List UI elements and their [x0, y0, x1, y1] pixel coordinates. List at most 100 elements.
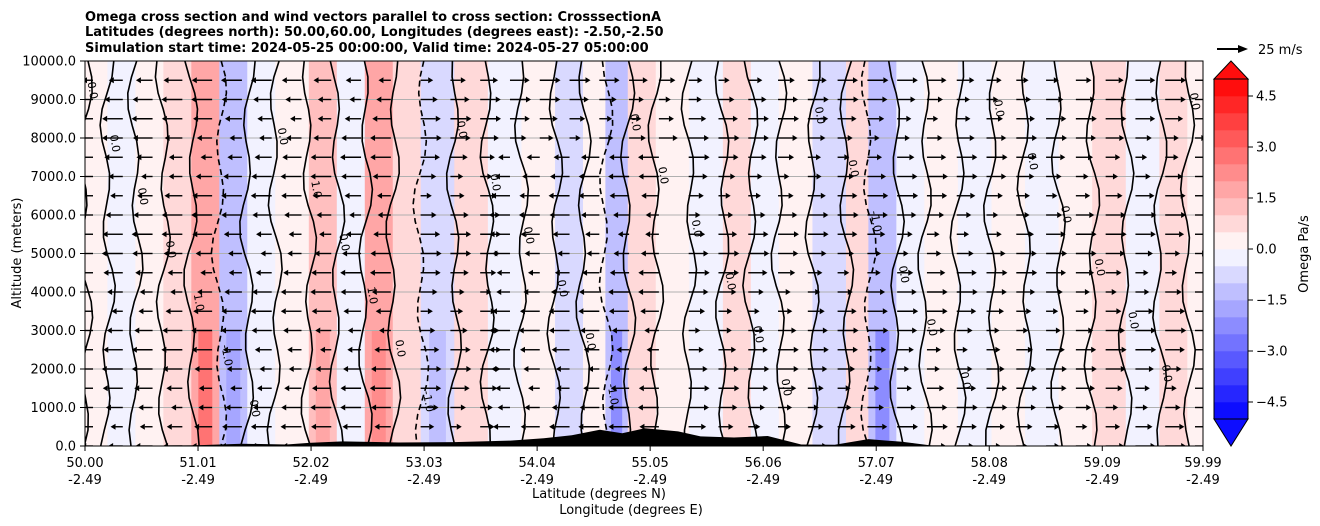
contour-label: 0.0: [627, 113, 643, 132]
wind-vector-head: [134, 327, 140, 334]
wind-vector-head: [193, 308, 199, 315]
contour-label: 0.0: [555, 279, 571, 298]
wind-vector-head: [374, 346, 380, 353]
wind-vector-head: [1111, 289, 1117, 295]
x-tick-label-longitude: -2.49: [859, 473, 893, 488]
wind-vector-head: [496, 269, 502, 276]
wind-vector-head: [1150, 115, 1156, 122]
wind-vector-head: [376, 96, 382, 103]
wind-vector-head: [259, 366, 265, 372]
title-line-2: Latitudes (degrees north): 50.00,60.00, …: [85, 25, 664, 40]
wind-vector-head: [881, 346, 887, 353]
wind-vector-head: [609, 269, 615, 276]
wind-vector-head: [436, 385, 442, 392]
wind-vector-head: [378, 77, 384, 84]
wind-vector-head: [1086, 77, 1092, 84]
wind-vector-head: [1091, 250, 1097, 257]
wind-vector-head: [1029, 115, 1035, 122]
colorbar-segment: [1214, 147, 1248, 165]
contour-label: 0.0: [778, 378, 794, 397]
wind-vector-head: [883, 192, 889, 199]
wind-vector-head: [962, 346, 968, 353]
wind-vector-head: [1151, 96, 1157, 103]
colorbar-extend-min: [1213, 418, 1249, 447]
contour-label: -1.0: [605, 383, 622, 406]
wind-vector-head: [882, 423, 888, 430]
wind-vector-head: [1149, 192, 1155, 199]
colorbar-segment: [1214, 266, 1248, 284]
wind-vector-head: [347, 327, 353, 334]
wind-vector-head: [582, 269, 588, 276]
wind-vector-head: [1023, 327, 1029, 334]
wind-vector-head: [139, 423, 145, 430]
wind-vector-head: [1089, 269, 1095, 276]
wind-vector-head: [971, 385, 977, 392]
wind-vector-head: [613, 250, 619, 257]
wind-vector-head: [191, 77, 197, 84]
wind-vector-head: [223, 173, 229, 180]
wind-vector-head: [996, 77, 1002, 84]
x-tick-label-latitude: 52.02: [292, 456, 329, 471]
y-tick-label: 10000.0: [22, 55, 76, 70]
wind-vector-head: [578, 423, 584, 430]
wind-vector-head: [1032, 269, 1038, 276]
wind-vector-head: [972, 404, 978, 411]
wind-vector-head: [1142, 154, 1148, 161]
wind-vector-head: [698, 346, 704, 353]
wind-vector-head: [431, 212, 437, 218]
wind-vector-head: [965, 115, 971, 122]
wind-vector-head: [463, 269, 469, 276]
colorbar-tick-label: 0.0: [1256, 243, 1277, 258]
wind-vector-head: [822, 327, 828, 334]
wind-vector-head: [1031, 250, 1037, 257]
wind-vector-head: [1121, 115, 1127, 122]
wind-vector-head: [283, 327, 289, 334]
wind-vector-head: [733, 154, 739, 161]
colorbar-tick-label: −1.5: [1256, 294, 1288, 309]
wind-vector-head: [489, 231, 495, 238]
wind-vector-head: [1209, 289, 1214, 295]
wind-vector-head: [288, 366, 294, 372]
wind-vector-head: [763, 115, 769, 122]
contour-label: 0.0: [487, 173, 503, 192]
wind-vector-head: [910, 404, 916, 411]
wind-vector-head: [972, 154, 978, 161]
wind-vector-head: [641, 366, 647, 372]
wind-vector-head: [818, 385, 824, 392]
wind-vector-head: [608, 289, 614, 295]
contour-line: [770, 61, 788, 446]
wind-vector-head: [311, 269, 317, 276]
wind-vector-head: [435, 231, 441, 238]
wind-vector-head: [459, 289, 465, 295]
wind-vector-head: [609, 192, 615, 199]
x-tick-label-longitude: -2.49: [181, 473, 215, 488]
wind-vector-head: [106, 327, 112, 334]
wind-vector-head: [1091, 346, 1097, 353]
wind-vector-head: [1150, 77, 1156, 84]
wind-vector-head: [999, 308, 1005, 315]
wind-vector-head: [319, 231, 325, 238]
wind-vector-head: [1203, 366, 1208, 372]
contour-label: 0.0: [689, 219, 705, 238]
wind-vector-head: [524, 250, 530, 257]
colorbar-segment: [1214, 96, 1248, 114]
wind-vector-head: [340, 154, 346, 161]
wind-vector-head: [850, 423, 856, 430]
wind-vectors: [85, 77, 1214, 446]
wind-vector-head: [613, 212, 619, 218]
wind-vector-head: [696, 96, 702, 103]
wind-vector-head: [431, 173, 437, 180]
wind-vector-head: [874, 385, 880, 392]
wind-vector-head: [462, 154, 468, 161]
wind-vector-head: [580, 327, 586, 334]
wind-vector-head: [1115, 423, 1121, 430]
wind-vector-head: [132, 250, 138, 257]
wind-vector-head: [1117, 385, 1123, 392]
wind-vector-head: [1058, 96, 1064, 103]
wind-vector-head: [349, 96, 355, 103]
wind-vector-head: [794, 115, 800, 122]
wind-vector-head: [1148, 366, 1154, 372]
wind-vector-head: [784, 173, 790, 180]
colorbar-segment: [1214, 300, 1248, 318]
wind-vector-head: [793, 231, 799, 238]
